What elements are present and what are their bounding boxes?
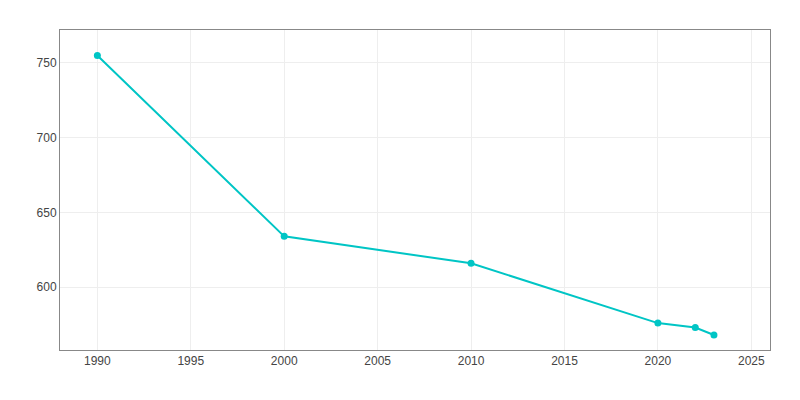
svg-text:2025: 2025 bbox=[738, 354, 765, 368]
svg-text:2005: 2005 bbox=[364, 354, 391, 368]
svg-text:750: 750 bbox=[37, 56, 57, 70]
svg-text:600: 600 bbox=[37, 280, 57, 294]
svg-text:700: 700 bbox=[37, 131, 57, 145]
svg-text:650: 650 bbox=[37, 206, 57, 220]
svg-text:2000: 2000 bbox=[271, 354, 298, 368]
svg-text:1995: 1995 bbox=[177, 354, 204, 368]
svg-text:2020: 2020 bbox=[645, 354, 672, 368]
svg-text:1990: 1990 bbox=[84, 354, 111, 368]
svg-text:2010: 2010 bbox=[458, 354, 485, 368]
svg-text:2015: 2015 bbox=[551, 354, 578, 368]
